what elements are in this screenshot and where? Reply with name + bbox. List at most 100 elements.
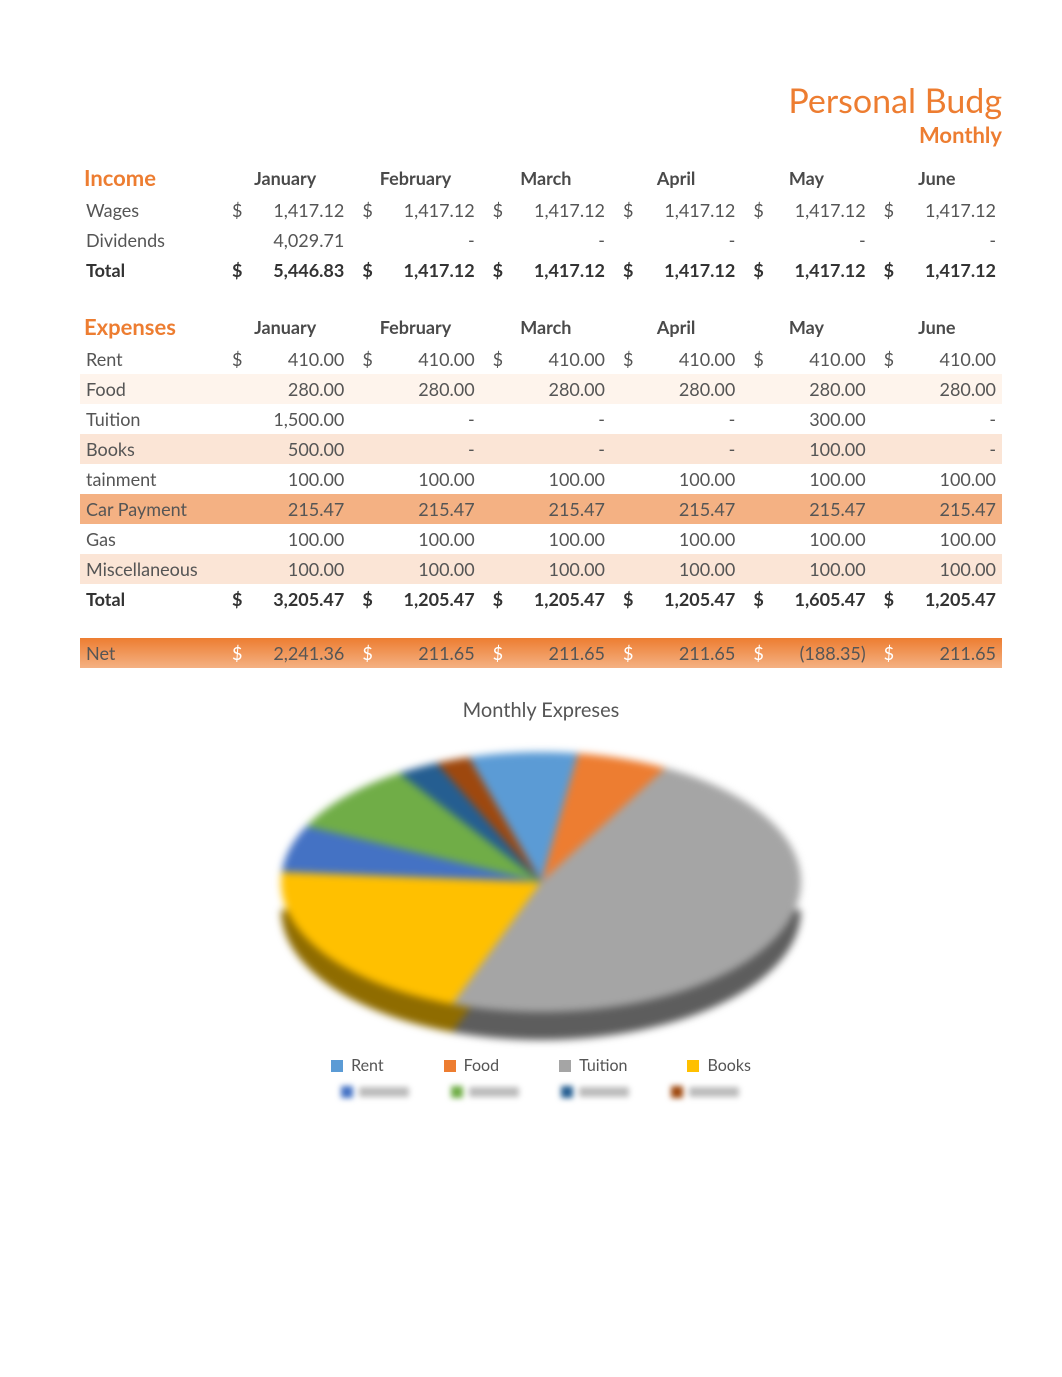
cell-value: 215.47 [481,494,611,524]
chart-area: Monthly Expreses RentFoodTuitionBooks [80,698,1002,1098]
cell-value: - [350,404,480,434]
cell-value: 1,500.00 [220,404,350,434]
month-header: January [220,160,350,195]
cell-value: 100.00 [481,524,611,554]
page: Personal Budg Monthly Income January Feb… [0,0,1062,1138]
cell-value: $(188.35) [741,638,871,668]
cell-value: $211.65 [872,638,1002,668]
cell-value: 100.00 [350,464,480,494]
table-row: Food280.00280.00280.00280.00280.00280.00 [80,374,1002,404]
cell-value: 280.00 [741,374,871,404]
cell-value: - [741,225,871,255]
title-block: Personal Budg Monthly [80,80,1002,148]
cell-value: $1,417.12 [741,195,871,225]
expenses-total-label: Total [80,584,220,614]
net-label: Net [80,638,220,668]
cell-value: 100.00 [350,524,480,554]
expenses-header-row: Expenses January February March April Ma… [80,309,1002,344]
cell-value: 215.47 [611,494,741,524]
cell-value: - [611,225,741,255]
cell-value: 215.47 [872,494,1002,524]
month-header: February [350,160,480,195]
cell-value: 280.00 [350,374,480,404]
cell-value: 280.00 [481,374,611,404]
month-header: March [481,160,611,195]
cell-value: - [481,225,611,255]
cell-value: 100.00 [220,524,350,554]
month-header: May [741,160,871,195]
income-header-row: Income January February March April May … [80,160,1002,195]
legend-item-blurred [671,1086,741,1098]
cell-value: 100.00 [741,524,871,554]
cell-value: $1,205.47 [611,584,741,614]
month-header: April [611,309,741,344]
expenses-heading: Expenses [80,309,220,344]
cell-value: 300.00 [741,404,871,434]
legend-label: Rent [351,1056,384,1075]
cell-value: 4,029.71 [220,225,350,255]
pie-top [281,752,801,1012]
cell-value: - [611,404,741,434]
cell-value: 215.47 [350,494,480,524]
cell-value: 100.00 [350,554,480,584]
cell-value: $211.65 [611,638,741,668]
legend-item-blurred [451,1086,521,1098]
legend-item-blurred [561,1086,631,1098]
page-title: Personal Budg [80,80,1002,121]
cell-value: 100.00 [611,554,741,584]
cell-value: - [872,434,1002,464]
cell-value: 100.00 [220,464,350,494]
legend-swatch [559,1060,571,1072]
cell-value: 500.00 [220,434,350,464]
month-header: May [741,309,871,344]
table-row: Books500.00---100.00- [80,434,1002,464]
legend-swatch [331,1060,343,1072]
month-header: April [611,160,741,195]
chart-title: Monthly Expreses [80,698,1002,722]
row-label: Wages [80,195,220,225]
income-heading: Income [80,160,220,195]
cell-value: 100.00 [872,464,1002,494]
month-header: June [872,160,1002,195]
legend-item: Books [687,1056,750,1075]
table-row: Wages$1,417.12$1,417.12$1,417.12$1,417.1… [80,195,1002,225]
cell-value: $1,417.12 [481,195,611,225]
cell-value: 100.00 [220,554,350,584]
cell-value: 280.00 [220,374,350,404]
cell-value: 215.47 [220,494,350,524]
cell-value: - [611,434,741,464]
row-label: Miscellaneous [80,554,220,584]
table-row: Car Payment215.47215.47215.47215.47215.4… [80,494,1002,524]
cell-value: $410.00 [741,344,871,374]
cell-value: $1,417.12 [611,255,741,285]
cell-value: $211.65 [350,638,480,668]
cell-value: $1,417.12 [220,195,350,225]
month-header: March [481,309,611,344]
cell-value: 280.00 [872,374,1002,404]
cell-value: $1,417.12 [481,255,611,285]
cell-value: 100.00 [872,524,1002,554]
pie-chart [281,752,801,1012]
cell-value: $5,446.83 [220,255,350,285]
cell-value: 100.00 [481,464,611,494]
cell-value: - [872,404,1002,434]
row-label: Car Payment [80,494,220,524]
cell-value: 100.00 [741,554,871,584]
cell-value: - [350,225,480,255]
cell-value: $1,205.47 [481,584,611,614]
row-label: Dividends [80,225,220,255]
cell-value: 215.47 [741,494,871,524]
month-header: June [872,309,1002,344]
legend-label: Books [707,1056,750,1075]
row-label: Tuition [80,404,220,434]
net-row: Net $2,241.36$211.65$211.65$211.65$(188.… [80,638,1002,668]
income-total-label: Total [80,255,220,285]
legend-swatch [444,1060,456,1072]
net-table: Net $2,241.36$211.65$211.65$211.65$(188.… [80,638,1002,668]
cell-value: 100.00 [741,434,871,464]
chart-legend: RentFoodTuitionBooks [331,1056,751,1075]
legend-swatch [687,1060,699,1072]
cell-value: $1,205.47 [350,584,480,614]
legend-label: Tuition [579,1056,627,1075]
income-table: Income January February March April May … [80,160,1002,285]
